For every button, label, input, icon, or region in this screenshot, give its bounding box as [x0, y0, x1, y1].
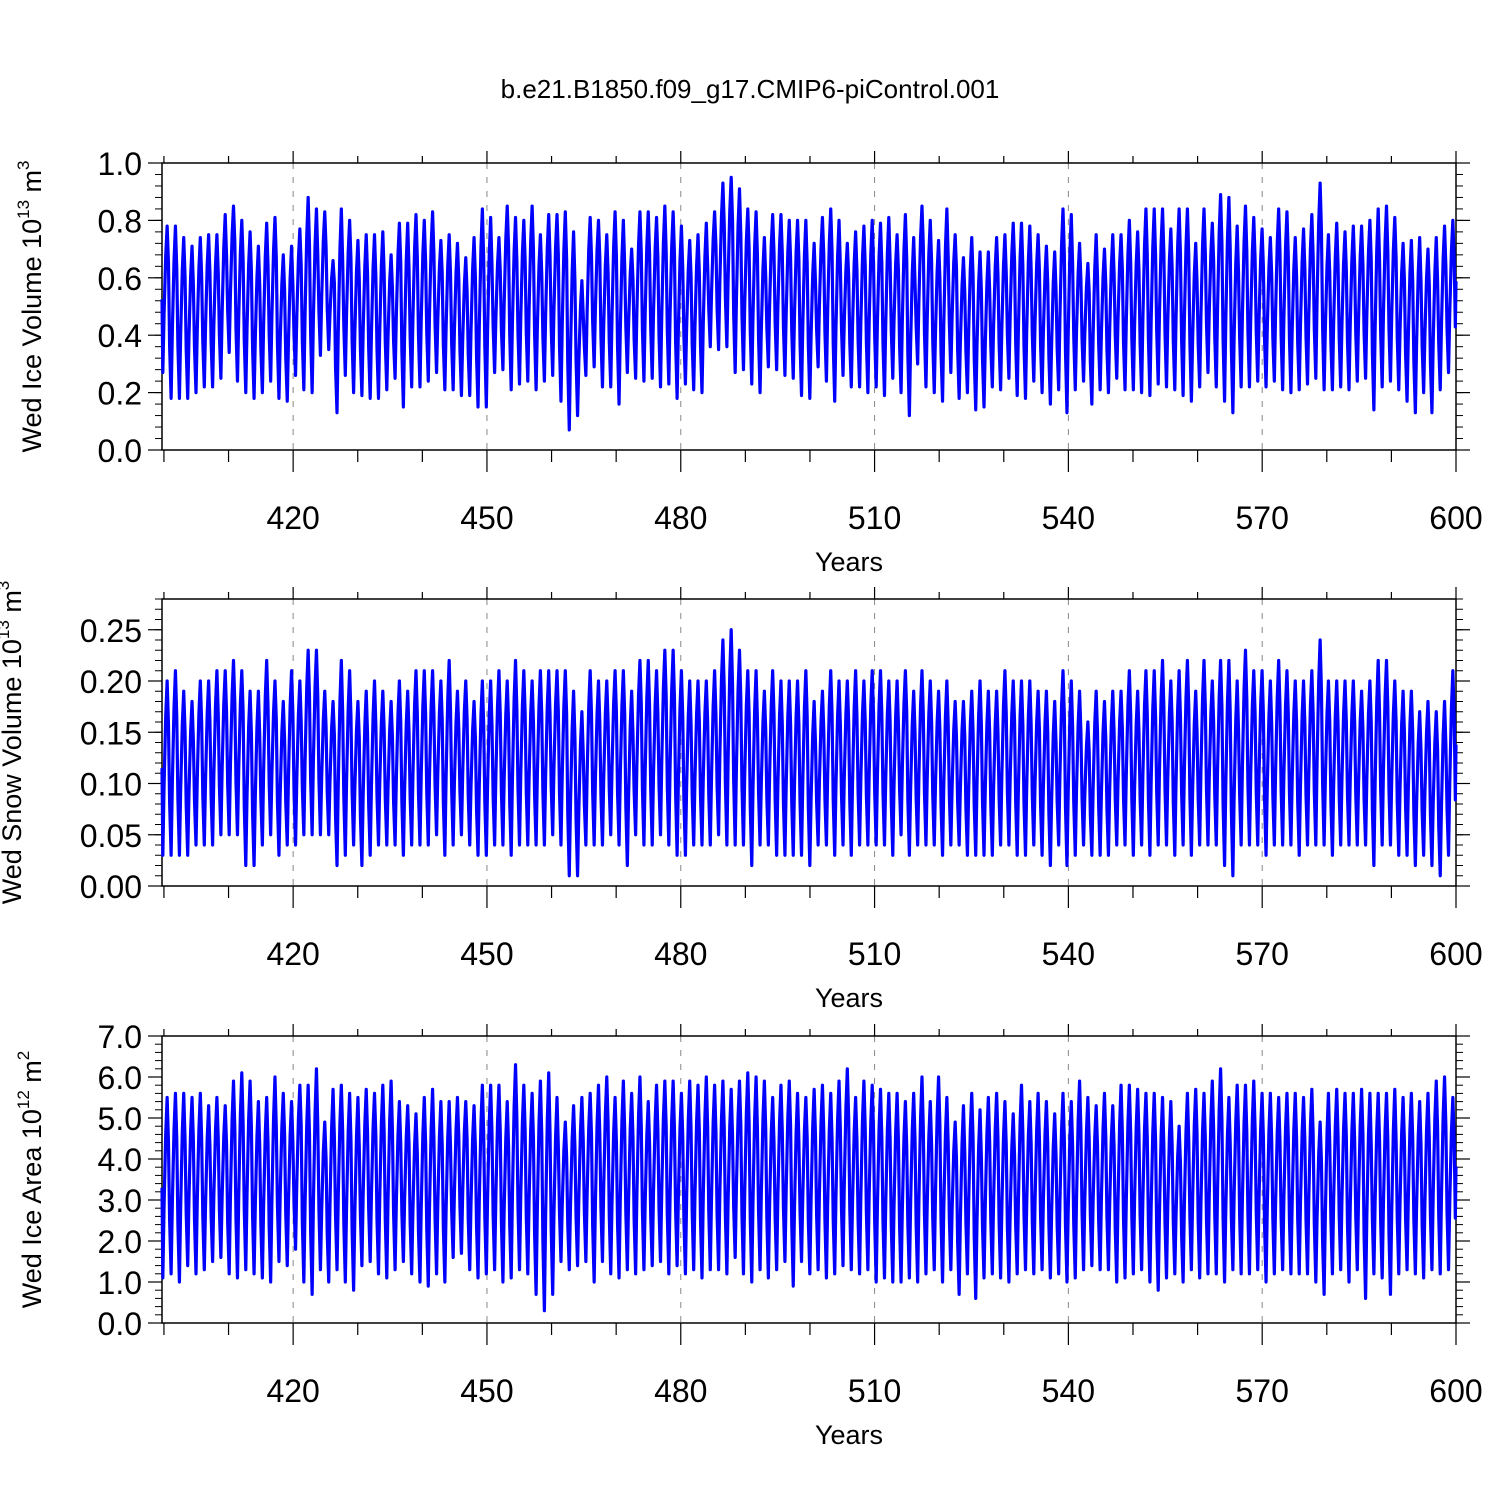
ice-volume-x-tick-label: 540: [1042, 500, 1095, 536]
ice-area-x-tick-label: 540: [1042, 1373, 1095, 1409]
ice-volume-y-tick-label: 0.6: [98, 261, 142, 297]
snow-volume-y-tick-label: 0.15: [80, 715, 142, 751]
ice-area-x-tick-label: 570: [1235, 1373, 1288, 1409]
ice-volume-y-label-text: Wed Ice Volume 10: [17, 219, 47, 453]
panel-ice-volume: 420 450 480 510 540 570 600 Years 0.0 0.2 0.4 0.6 0.…: [14, 146, 1483, 577]
ice-volume-x-tick-label: 510: [848, 500, 901, 536]
snow-volume-y-tick-label: 0.05: [80, 818, 142, 854]
panel-ice-area: 420 450 480 510 540 570 600 Years 0.0 1.0 2.0 3.0 4.…: [14, 1019, 1483, 1450]
ice-volume-y-tick-label: 1.0: [98, 146, 142, 182]
ice-area-y-label-unit-exponent: 2: [14, 1051, 33, 1060]
snow-volume-y-label-exponent: 13: [0, 620, 13, 639]
snow-volume-series-line: [160, 628, 1458, 878]
ice-area-y-tick-label: 5.0: [98, 1101, 142, 1137]
panel-snow-volume: 420 450 480 510 540 570 600 Years 0.00 0.05 0.10 0.…: [0, 581, 1483, 1013]
snow-volume-x-tick-label: 510: [848, 936, 901, 972]
ice-volume-y-axis-label: Wed Ice Volume 1013 m3: [14, 160, 47, 452]
snow-volume-x-tick-label: 540: [1042, 936, 1095, 972]
ice-volume-x-tick-label: 570: [1235, 500, 1288, 536]
ice-area-x-tick-label: 420: [266, 1373, 319, 1409]
ice-volume-y-tick-label: 0.8: [98, 203, 142, 239]
ice-area-x-tick-label: 600: [1429, 1373, 1482, 1409]
ice-volume-y-tick-label: 0.2: [98, 376, 142, 412]
ice-volume-y-tick-label: 0.4: [98, 318, 142, 354]
ice-area-y-tick-label: 4.0: [98, 1142, 142, 1178]
snow-volume-x-tick-label: 570: [1235, 936, 1288, 972]
ice-area-y-label-text: Wed Ice Area 10: [17, 1109, 47, 1308]
ice-volume-x-tick-label: 450: [460, 500, 513, 536]
ice-volume-y-label-unit-exponent: 3: [14, 160, 33, 169]
ice-area-y-tick-label: 1.0: [98, 1265, 142, 1301]
snow-volume-y-tick-label: 0.25: [80, 613, 142, 649]
ice-area-y-tick-label: 0.0: [98, 1306, 142, 1342]
ice-area-y-label-exponent: 12: [14, 1090, 33, 1109]
ice-area-y-tick-label: 7.0: [98, 1019, 142, 1055]
ice-area-y-tick-label: 2.0: [98, 1224, 142, 1260]
ice-area-x-tick-label: 480: [654, 1373, 707, 1409]
ice-area-x-axis-label: Years: [815, 1420, 883, 1450]
snow-volume-y-label-unit: m: [0, 590, 27, 620]
ice-volume-x-tick-label: 420: [266, 500, 319, 536]
snow-volume-y-label-text: Wed Snow Volume 10: [0, 639, 27, 904]
ice-area-y-axis-label: Wed Ice Area 1012 m2: [14, 1051, 47, 1309]
ice-volume-y-tick-label: 0.0: [98, 433, 142, 469]
snow-volume-y-tick-label: 0.00: [80, 869, 142, 905]
snow-volume-x-axis-label: Years: [815, 983, 883, 1013]
snow-volume-y-axis-label: Wed Snow Volume 1013 m3: [0, 581, 27, 905]
snow-volume-x-tick-label: 450: [460, 936, 513, 972]
ice-area-y-tick-label: 3.0: [98, 1183, 142, 1219]
ice-area-x-tick-label: 450: [460, 1373, 513, 1409]
ice-volume-series-line: [160, 175, 1458, 432]
snow-volume-y-label-unit-exponent: 3: [0, 581, 13, 590]
snow-volume-x-tick-label: 480: [654, 936, 707, 972]
ice-area-y-label-unit: m: [17, 1060, 47, 1090]
ice-area-series-line: [160, 1063, 1458, 1313]
ice-volume-x-tick-label: 480: [654, 500, 707, 536]
ice-volume-y-label-exponent: 13: [14, 200, 33, 219]
ice-volume-y-label-unit: m: [17, 170, 47, 200]
snow-volume-y-tick-label: 0.20: [80, 664, 142, 700]
snow-volume-y-tick-label: 0.10: [80, 767, 142, 803]
snow-volume-x-tick-label: 600: [1429, 936, 1482, 972]
figure-title: b.e21.B1850.f09_g17.CMIP6-piControl.001: [501, 74, 1000, 104]
ice-area-y-tick-label: 6.0: [98, 1060, 142, 1096]
snow-volume-x-tick-label: 420: [266, 936, 319, 972]
ice-area-x-tick-label: 510: [848, 1373, 901, 1409]
ice-volume-x-tick-label: 600: [1429, 500, 1482, 536]
ice-volume-x-axis-label: Years: [815, 547, 883, 577]
